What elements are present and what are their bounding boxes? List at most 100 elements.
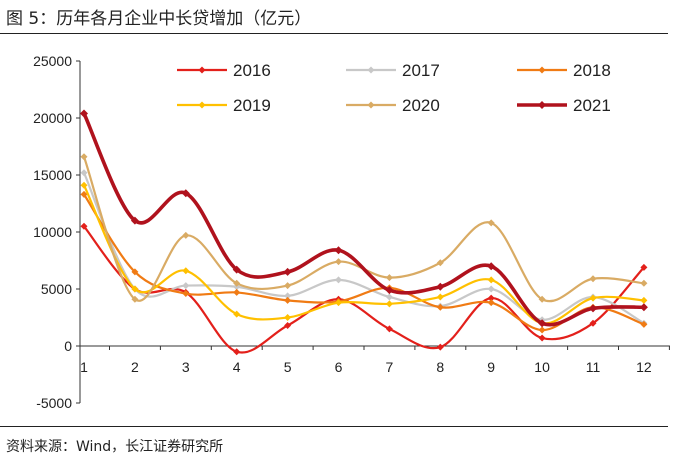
data-point-2020 <box>80 153 88 161</box>
data-point-2021 <box>589 304 597 313</box>
source-note: 资料来源：Wind，长江证券研究所 <box>6 439 224 455</box>
data-point-2016 <box>640 263 648 271</box>
x-tick-label: 8 <box>436 359 444 375</box>
legend-item-2016: 2016 <box>177 61 271 80</box>
data-point-2019 <box>131 285 139 293</box>
data-point-2019 <box>335 299 342 307</box>
x-tick-label: 1 <box>80 359 88 375</box>
legend-marker <box>367 66 375 74</box>
legend-item-2018: 2018 <box>517 61 611 80</box>
data-point-2021 <box>639 303 648 312</box>
x-tick-label: 9 <box>487 359 495 375</box>
data-point-2021 <box>283 267 292 276</box>
data-point-2016 <box>589 319 597 327</box>
legend-marker <box>367 101 375 109</box>
data-point-2020 <box>131 295 139 303</box>
data-point-2021 <box>436 282 445 291</box>
data-point-2016 <box>233 348 241 356</box>
x-tick-label: 11 <box>586 359 601 375</box>
data-point-2020 <box>385 274 393 282</box>
x-tick-label: 2 <box>131 359 139 375</box>
legend-label: 2017 <box>402 61 440 80</box>
legend-label: 2020 <box>402 96 440 115</box>
data-point-2020 <box>538 295 546 303</box>
data-point-2018 <box>640 320 648 328</box>
data-point-2021 <box>334 246 343 255</box>
data-point-2017 <box>487 285 495 293</box>
legend-marker <box>538 101 546 109</box>
data-point-2016 <box>80 222 88 230</box>
data-point-2019 <box>284 314 292 321</box>
data-point-2019 <box>80 181 88 189</box>
data-point-2017 <box>80 169 88 177</box>
data-point-2019 <box>436 293 444 301</box>
data-point-2019 <box>233 310 241 318</box>
data-point-2020 <box>182 231 190 239</box>
x-tick-label: 7 <box>386 359 394 375</box>
source-divider <box>0 426 668 427</box>
y-tick-label: 15000 <box>33 167 72 183</box>
data-point-2018 <box>233 288 241 296</box>
data-point-2018 <box>284 296 292 304</box>
figure-title: 图 5：历年各月企业中长贷增加（亿元） <box>6 9 312 29</box>
data-point-2018 <box>80 190 88 198</box>
data-point-2016 <box>385 325 393 333</box>
data-point-2020 <box>436 259 444 267</box>
legend-item-2020: 2020 <box>346 96 440 115</box>
data-point-2019 <box>182 267 190 275</box>
data-point-2021 <box>80 109 88 118</box>
data-point-2017 <box>182 282 190 290</box>
data-point-2017 <box>385 293 393 301</box>
data-point-2019 <box>385 300 393 308</box>
data-point-2018 <box>487 299 495 307</box>
data-point-2020 <box>640 279 648 287</box>
y-tick-label: 0 <box>64 338 72 354</box>
data-point-2019 <box>589 294 597 302</box>
legend-item-2019: 2019 <box>177 96 271 115</box>
x-tick-label: 6 <box>335 359 343 375</box>
title-divider <box>0 33 668 34</box>
legend-item-2017: 2017 <box>346 61 440 80</box>
data-point-2021 <box>487 262 496 271</box>
data-point-2020 <box>589 275 597 283</box>
data-point-2016 <box>538 334 546 342</box>
series-line-2019 <box>82 184 645 325</box>
data-point-2020 <box>284 282 292 290</box>
data-point-2017 <box>284 292 292 300</box>
data-point-2017 <box>335 276 342 284</box>
series-2018 <box>80 190 648 334</box>
legend-label: 2019 <box>233 96 271 115</box>
data-point-2019 <box>640 296 648 304</box>
data-point-2021 <box>232 265 241 274</box>
legend-label: 2018 <box>573 61 611 80</box>
data-point-2021 <box>538 319 547 328</box>
y-tick-label: 20000 <box>33 110 72 126</box>
y-tick-label: -5000 <box>36 395 72 411</box>
data-point-2020 <box>335 258 342 266</box>
legend: 2016 2017 2018 2019 2020 2021 <box>177 61 611 115</box>
x-tick-label: 4 <box>233 359 241 375</box>
legend-marker <box>198 66 206 74</box>
x-tick-label: 12 <box>636 359 652 375</box>
series-2021 <box>80 109 648 328</box>
data-point-2016 <box>436 343 444 351</box>
legend-marker <box>538 66 546 74</box>
data-point-2021 <box>181 189 190 198</box>
data-point-2020 <box>487 219 495 227</box>
data-point-2021 <box>385 286 394 295</box>
series-line-2020 <box>82 155 645 303</box>
y-tick-label: 25000 <box>33 53 72 69</box>
series-layer <box>80 109 648 356</box>
x-tick-label: 10 <box>534 359 550 375</box>
x-tick-label: 5 <box>284 359 292 375</box>
data-point-2018 <box>131 268 139 276</box>
y-tick-label: 10000 <box>33 224 72 240</box>
data-point-2018 <box>436 303 444 311</box>
series-line-2018 <box>82 193 645 332</box>
data-point-2016 <box>487 294 495 302</box>
series-line-2017 <box>82 171 645 325</box>
series-2020 <box>80 153 648 303</box>
data-point-2021 <box>130 216 139 225</box>
